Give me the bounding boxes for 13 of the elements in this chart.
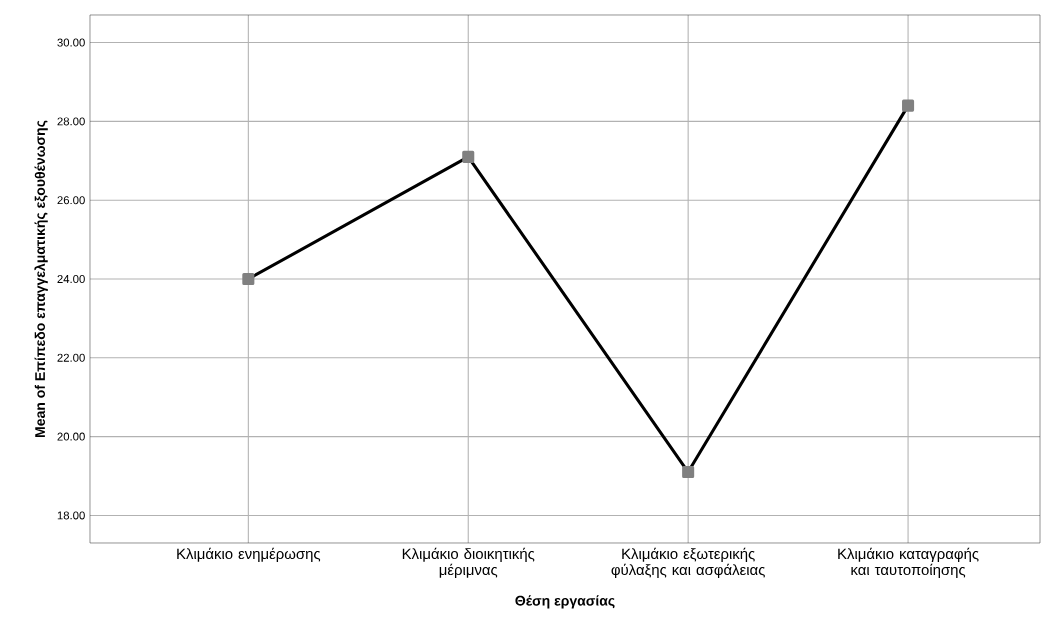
x-axis-title: Θέση εργασίας bbox=[515, 595, 615, 609]
x-tick-label: Κλιμάκιο εξωτερικής φύλαξης και ασφάλειας bbox=[611, 547, 765, 579]
y-tick-label: 30.00 bbox=[57, 38, 85, 47]
y-tick-label: 24.00 bbox=[57, 275, 85, 284]
x-tick-label: Κλιμάκιο καταγραφής και ταυτοποίησης bbox=[838, 547, 979, 579]
y-tick-label: 20.00 bbox=[57, 432, 85, 441]
y-tick-label: 22.00 bbox=[57, 353, 85, 362]
y-tick-label: 26.00 bbox=[57, 196, 85, 205]
x-tick-label: Κλιμάκιο ενημέρωσης bbox=[177, 547, 321, 563]
y-axis-title: Mean of Επίπεδο επαγγελματικής εξουθένωσης bbox=[34, 120, 48, 437]
x-tick-label: Κλιμάκιο διοικητικής μέριμνας bbox=[402, 547, 535, 579]
y-tick-label: 28.00 bbox=[57, 117, 85, 126]
y-tick-label: 18.00 bbox=[57, 511, 85, 520]
